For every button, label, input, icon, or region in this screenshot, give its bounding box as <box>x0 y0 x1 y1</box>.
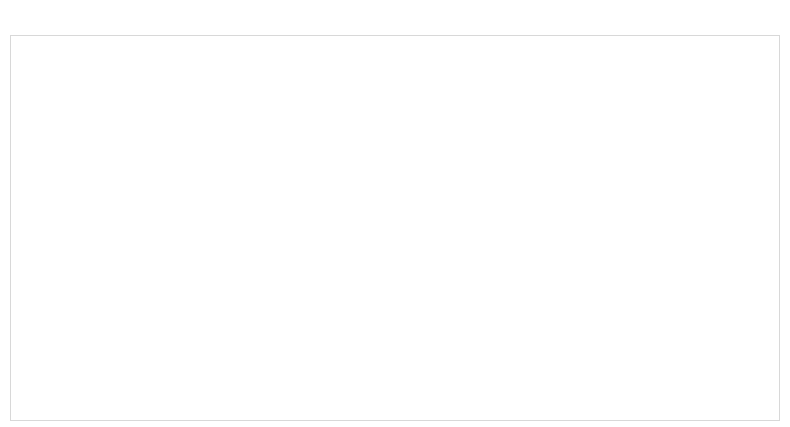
word-cloud-canvas <box>10 35 780 421</box>
word-cloud-svg <box>11 36 780 421</box>
